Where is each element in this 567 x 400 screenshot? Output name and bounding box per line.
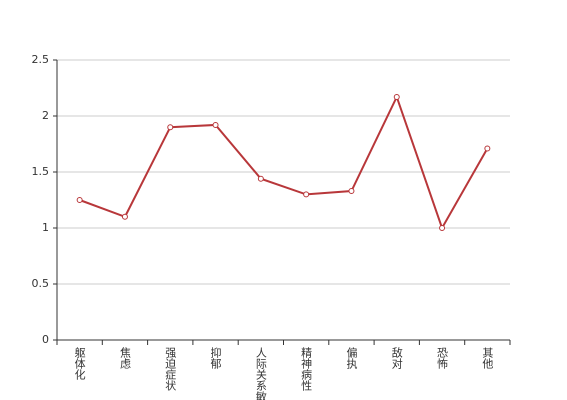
x-tick-label: 强迫症状 bbox=[164, 347, 177, 391]
point bbox=[303, 191, 310, 198]
point bbox=[257, 175, 264, 182]
y-tick-label: 2 bbox=[42, 109, 49, 122]
x-tick-label: 其他 bbox=[481, 347, 494, 369]
point bbox=[484, 145, 491, 152]
x-tick-label: 精神病性 bbox=[300, 347, 313, 392]
point bbox=[76, 197, 83, 203]
x-tick-label: 焦虑 bbox=[118, 347, 131, 369]
point bbox=[121, 213, 128, 220]
x-tick-label: 偏执 bbox=[345, 346, 358, 370]
line bbox=[79, 94, 489, 231]
y-tick-label: 1.5 bbox=[32, 165, 50, 178]
point bbox=[167, 124, 174, 131]
point bbox=[393, 93, 400, 100]
point bbox=[439, 225, 446, 231]
x-tick-label: 抑郁 bbox=[209, 346, 222, 369]
y-tick-label: 1 bbox=[42, 221, 49, 234]
x-tick-label: 躯体化 bbox=[73, 347, 86, 381]
point bbox=[212, 121, 219, 128]
point bbox=[348, 188, 355, 195]
x-tick-label: 敌对 bbox=[390, 346, 403, 369]
y-tick-label: 2.5 bbox=[32, 53, 50, 66]
y-tick-label: 0.5 bbox=[32, 277, 50, 290]
x-tick-label: 人际关系敏感 bbox=[254, 347, 267, 400]
x-tick-label: 恐怖 bbox=[436, 347, 449, 369]
y-tick-label: 0 bbox=[42, 333, 49, 346]
